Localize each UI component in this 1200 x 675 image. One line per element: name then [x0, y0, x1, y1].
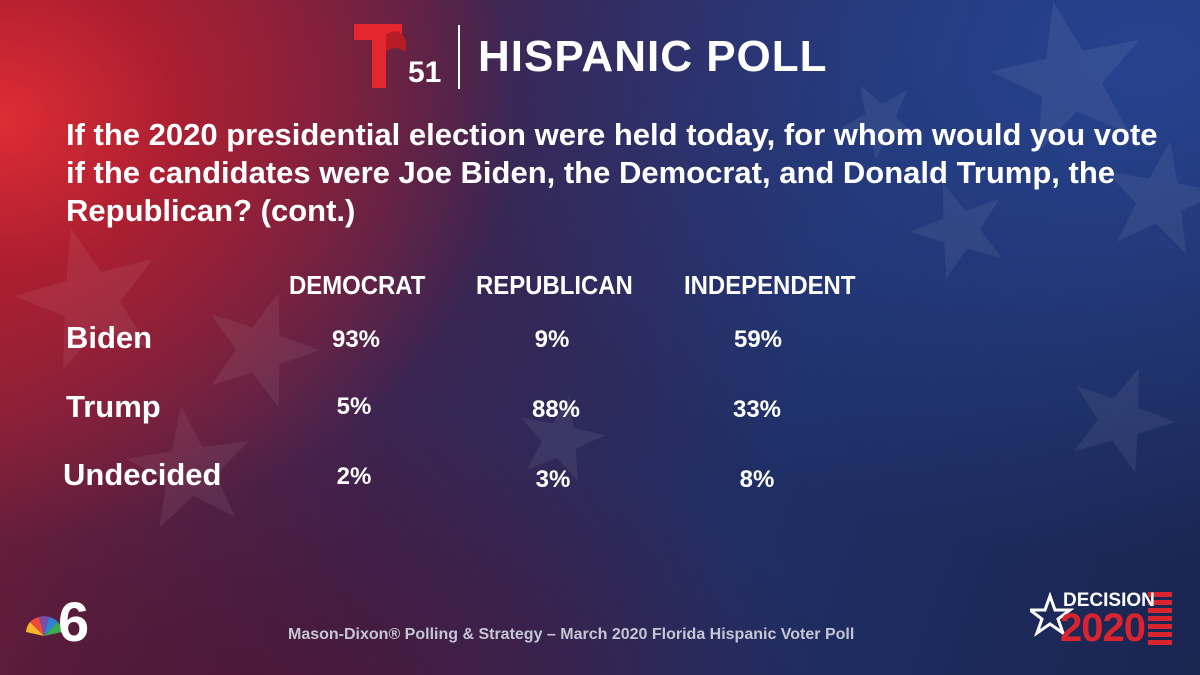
cell-trump-democrat: 5% [336, 393, 372, 420]
decision-star-flag-icon [1030, 591, 1172, 645]
cell-biden-independent: 59% [733, 326, 783, 353]
nbc6-logo: 6 [24, 592, 94, 652]
peacock-icon [26, 616, 62, 636]
cell-biden-republican: 9% [534, 326, 570, 353]
cell-biden-democrat: 93% [331, 326, 381, 353]
decision-year: 2020 [1060, 606, 1146, 650]
poll-question: If the 2020 presidential election were h… [66, 117, 1158, 228]
logo-number: 51 [408, 56, 442, 89]
decision-2020-logo: DECISION 2020 [1030, 586, 1180, 652]
row-label-biden: Biden [66, 320, 153, 355]
cell-undecided-democrat: 2% [336, 463, 372, 490]
cell-trump-independent: 33% [732, 396, 782, 423]
cell-undecided-independent: 8% [739, 466, 775, 493]
column-header-republican: REPUBLICAN [476, 270, 633, 300]
cell-undecided-republican: 3% [535, 466, 571, 493]
decision-label: DECISION [1063, 590, 1155, 611]
column-header-independent: INDEPENDENT [684, 270, 856, 300]
nbc-number: 6 [58, 590, 90, 653]
header-divider [458, 25, 460, 89]
telemundo-t-icon [354, 24, 406, 88]
header: 51 HISPANIC POLL [350, 22, 828, 92]
row-label-trump: Trump [66, 389, 161, 424]
row-label-undecided: Undecided [63, 457, 222, 492]
source-footer: Mason-Dixon® Polling & Strategy – March … [288, 626, 855, 643]
telemundo-logo: 51 [350, 22, 446, 92]
cell-trump-republican: 88% [531, 396, 581, 423]
page-title: HISPANIC POLL [478, 32, 828, 81]
column-header-democrat: DEMOCRAT [289, 270, 426, 300]
